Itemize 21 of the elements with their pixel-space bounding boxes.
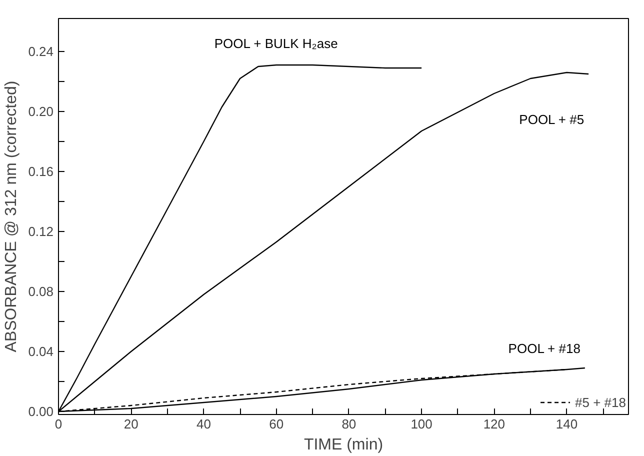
x-tick-label: 0 xyxy=(54,416,62,432)
x-tick-label: 100 xyxy=(410,416,432,432)
x-tick-label: 120 xyxy=(483,416,506,432)
x-tick-label: 20 xyxy=(124,416,138,432)
y-tick-label: 0.24 xyxy=(28,44,54,59)
y-tick-label: 0.08 xyxy=(28,284,54,299)
y-tick-label: 0.04 xyxy=(28,344,54,359)
legend-label: #5 + #18 xyxy=(575,394,626,410)
series-label: POOL + BULK H₂ase xyxy=(214,36,338,51)
y-axis-title: ABSORBANCE @ 312 nm (corrected) xyxy=(3,80,20,352)
x-axis-title: TIME (min) xyxy=(304,436,384,454)
x-tick-label: 140 xyxy=(556,416,578,432)
x-tick-label: 40 xyxy=(196,416,211,432)
x-tick-label: 80 xyxy=(342,416,356,432)
y-tick-label: 0.20 xyxy=(28,104,54,119)
text: POOL + #5 xyxy=(519,112,584,127)
y-tick-label: 0.12 xyxy=(28,224,54,239)
x-tick-label: 60 xyxy=(269,416,284,432)
y-tick-label: 0.00 xyxy=(28,404,54,419)
y-tick-label: 0.16 xyxy=(28,164,54,179)
series-label: POOL + #18 xyxy=(508,341,580,356)
